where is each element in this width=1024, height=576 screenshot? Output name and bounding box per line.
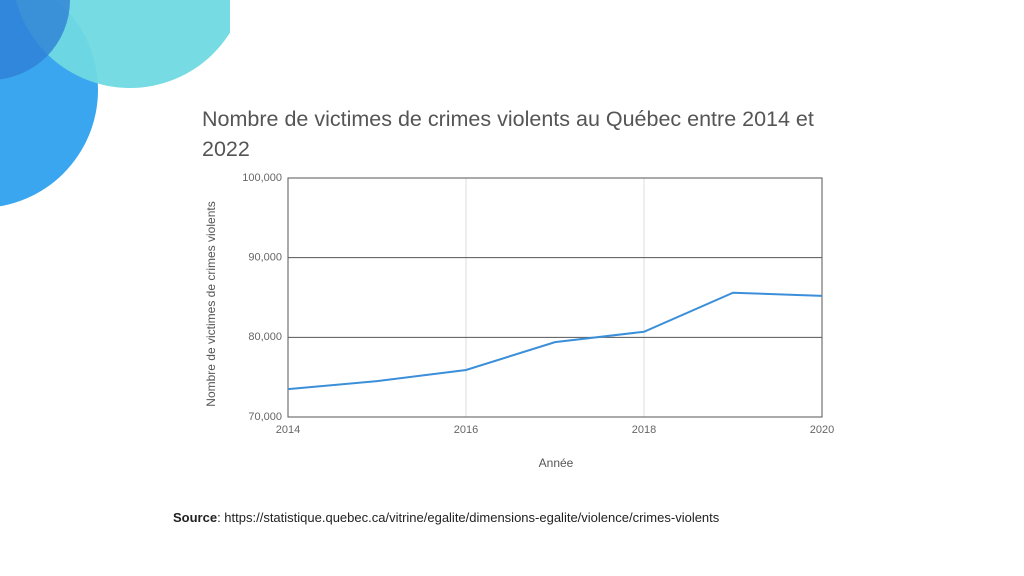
source: Source: https://statistique.quebec.ca/vi…: [173, 510, 719, 525]
data-line: [287, 291, 823, 391]
plot-border: [287, 177, 823, 418]
source-url: : https://statistique.quebec.ca/vitrine/…: [217, 510, 720, 525]
y-tick-label: 90,000: [248, 252, 282, 264]
decoration: [0, 0, 230, 207]
x-tick-label: 2016: [454, 424, 478, 436]
deco-circle: [0, 0, 70, 80]
y-tick-label: 80,000: [248, 331, 282, 343]
y-axis-title: Nombre de victimes de crimes violents: [204, 201, 218, 406]
x-tick-label: 2020: [810, 424, 834, 436]
deco-circle: [15, 0, 230, 88]
x-axis-title: Année: [539, 456, 574, 470]
chart: Année Nombre de victimes de crimes viole…: [204, 172, 834, 470]
x-tick-label: 2018: [632, 424, 656, 436]
source-label: Source: [173, 510, 218, 525]
y-tick-label: 100,000: [242, 172, 282, 184]
x-tick-label: 2014: [276, 424, 300, 436]
y-tick-label: 70,000: [248, 411, 282, 423]
chart-title: Nombre de victimes de crimes violents au…: [202, 107, 814, 161]
